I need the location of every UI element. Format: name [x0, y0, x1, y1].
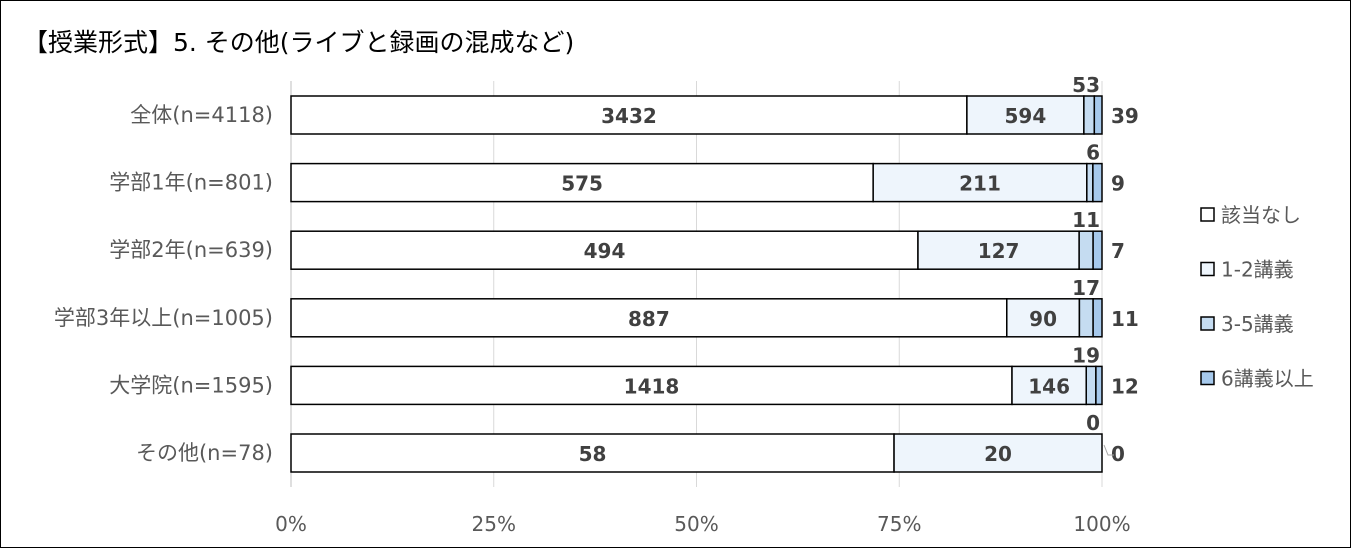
- data-label: 146: [1028, 374, 1070, 398]
- bar-segment: [290, 162, 874, 203]
- legend-swatch: [1200, 207, 1215, 222]
- x-tick-label: 100%: [1073, 512, 1130, 536]
- bar-segment: [893, 433, 1103, 473]
- x-tick-label: 75%: [877, 512, 921, 536]
- bar-segment: [290, 230, 919, 270]
- data-label: 53: [1072, 73, 1100, 97]
- chart-title: 【授業形式】5. その他(ライブと録画の混成など): [23, 28, 575, 57]
- bar-segment: [1095, 365, 1103, 406]
- category-label: その他(n=78): [136, 441, 273, 465]
- data-label: 127: [978, 239, 1020, 263]
- data-label: 6: [1086, 141, 1100, 165]
- bar-segment: [1092, 230, 1103, 270]
- data-label: 20: [984, 442, 1012, 466]
- bar-segment: [966, 95, 1085, 135]
- legend-swatch: [1200, 370, 1215, 386]
- bar-segment: [1083, 95, 1096, 135]
- data-label: 494: [584, 239, 626, 263]
- x-tick-label: 50%: [674, 512, 718, 536]
- data-label: 211: [959, 172, 1001, 196]
- legend-label: 該当なし: [1221, 203, 1301, 227]
- bar-segment: [290, 95, 968, 135]
- data-label: 11: [1111, 307, 1139, 331]
- data-label: 594: [1005, 104, 1047, 128]
- bar-segment: [1078, 230, 1094, 270]
- bar-segment: [1078, 298, 1094, 338]
- data-label: 11: [1072, 208, 1100, 232]
- legend-swatch: [1200, 316, 1215, 331]
- bar-segment: [1085, 365, 1097, 406]
- data-label: 0: [1111, 442, 1125, 466]
- data-label: 575: [561, 172, 603, 196]
- data-label: 17: [1072, 276, 1100, 300]
- category-label: 全体(n=4118): [130, 103, 273, 127]
- bar-segment: [1086, 162, 1094, 203]
- legend-swatch: [1200, 261, 1215, 277]
- leader-line: [1103, 444, 1114, 456]
- category-label: 学部2年(n=639): [109, 238, 273, 262]
- bar-segment: [1092, 162, 1103, 203]
- data-label: 39: [1111, 104, 1139, 128]
- bar-segment: [290, 298, 1008, 338]
- bar-segment: [1093, 95, 1103, 135]
- data-label: 9: [1111, 172, 1125, 196]
- data-label: 3432: [601, 104, 657, 128]
- category-label: 学部1年(n=801): [109, 171, 273, 195]
- bar-segment: [290, 365, 1013, 406]
- legend-label: 3-5講義: [1221, 312, 1294, 336]
- x-tick-label: 0%: [275, 512, 307, 536]
- data-label: 1418: [624, 374, 680, 398]
- data-label: 887: [628, 307, 670, 331]
- x-tick-label: 25%: [472, 512, 516, 536]
- category-label: 学部3年以上(n=1005): [54, 306, 273, 330]
- legend-label: 1-2講義: [1221, 258, 1294, 282]
- bar-segment: [290, 433, 895, 473]
- bar-segment: [1092, 298, 1103, 338]
- data-label: 90: [1029, 307, 1057, 331]
- data-label: 12: [1111, 374, 1139, 398]
- data-label: 19: [1072, 343, 1100, 367]
- data-label: 58: [579, 442, 607, 466]
- data-label: 0: [1086, 411, 1100, 435]
- category-label: 大学院(n=1595): [109, 373, 273, 397]
- data-label: 7: [1111, 239, 1125, 263]
- legend-label: 6講義以上: [1221, 367, 1314, 391]
